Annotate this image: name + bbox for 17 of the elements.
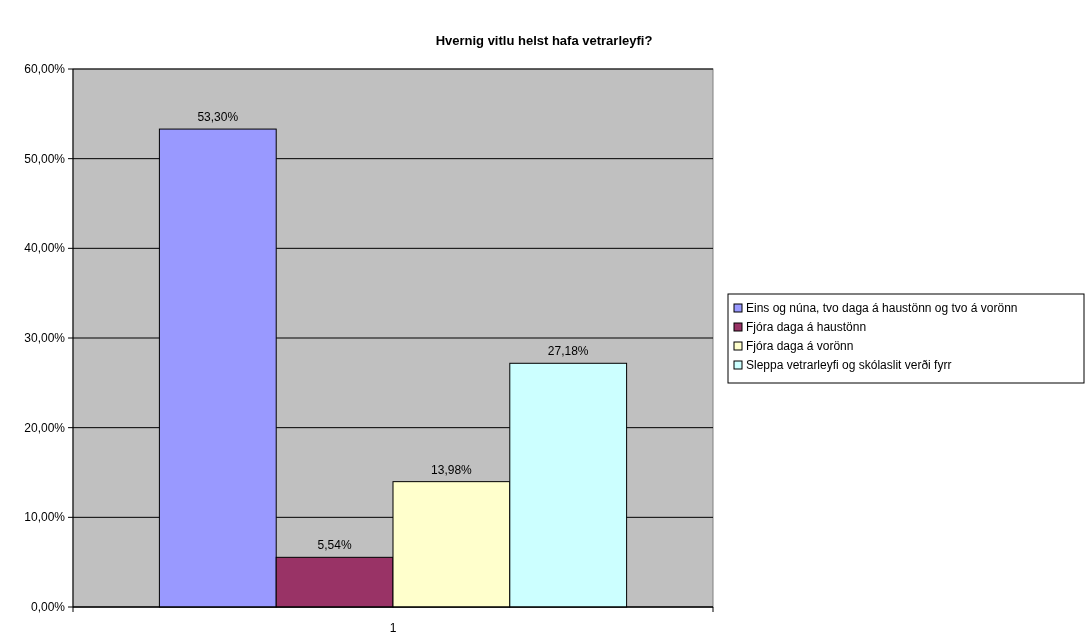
- chart-title: Hvernig vitlu helst hafa vetrarleyfi?: [435, 33, 653, 48]
- data-label: 27,18%: [547, 344, 589, 359]
- data-label: 13,98%: [431, 462, 473, 477]
- y-tick-label: 10,00%: [24, 510, 66, 525]
- y-tick-label: 50,00%: [24, 151, 66, 166]
- y-tick-label: 40,00%: [24, 241, 66, 256]
- legend-label: Fjóra daga á haustönn: [746, 320, 867, 334]
- data-label: 53,30%: [197, 110, 239, 125]
- legend-label: Fjóra daga á vorönn: [746, 339, 854, 353]
- y-tick-label: 60,00%: [24, 62, 66, 76]
- legend-label: Sleppa vetrarleyfi og skólaslit verði fyrr: [746, 358, 952, 372]
- x-tick-label: 1: [389, 621, 397, 635]
- data-label: 5,54%: [317, 538, 352, 553]
- y-tick-label: 30,00%: [24, 331, 66, 345]
- legend-label: Eins og núna, tvo daga á haustönn og tvo á vorönn: [746, 301, 1018, 315]
- y-tick-label: 0,00%: [30, 600, 66, 614]
- y-tick-label: 20,00%: [24, 420, 66, 435]
